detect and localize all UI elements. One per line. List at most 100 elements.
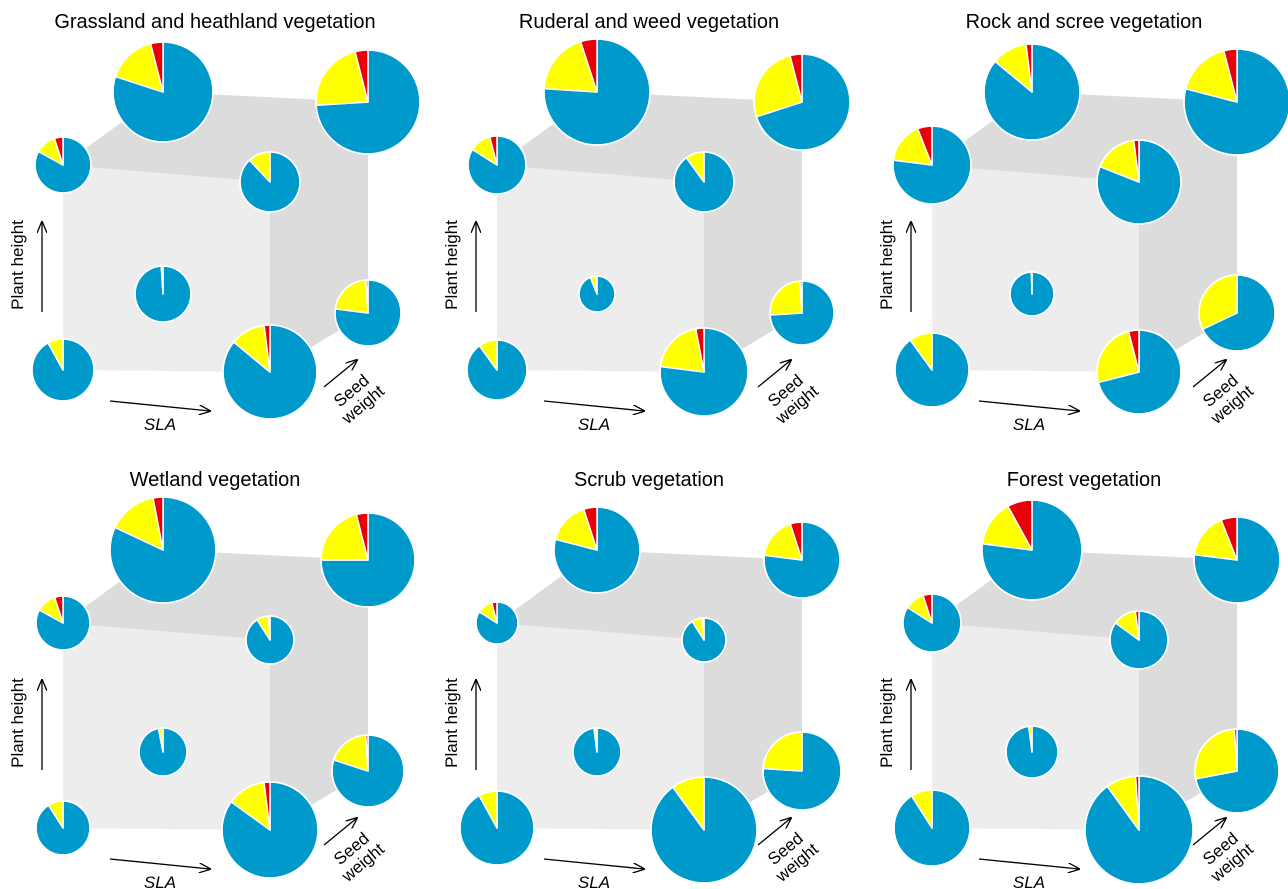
pie-outline	[762, 731, 842, 811]
panel: Grassland and heathland vegetation Plant …	[8, 11, 421, 434]
pie	[981, 499, 1083, 601]
x-label: SLA	[144, 873, 176, 889]
pie-outline	[753, 53, 851, 151]
pie-outline	[1109, 610, 1169, 670]
x-label: SLA	[578, 873, 610, 889]
pie	[320, 512, 416, 608]
pie-outline	[1194, 728, 1280, 814]
pie-outline	[459, 790, 535, 866]
pie-outline	[239, 151, 301, 213]
pie	[1109, 610, 1169, 670]
pie-outline	[681, 617, 727, 663]
pie	[753, 53, 851, 151]
pie	[1183, 48, 1288, 156]
pie-outline	[553, 506, 641, 594]
pie	[475, 601, 519, 645]
pie-outline	[221, 781, 319, 879]
pie-outline	[1096, 329, 1182, 415]
pie	[893, 789, 971, 867]
y-label: Plant height	[442, 678, 461, 768]
pie	[1198, 274, 1276, 352]
cube-face	[497, 550, 597, 828]
pie-outline	[1009, 271, 1055, 317]
pie	[112, 41, 214, 143]
panel-title: Grassland and heathland vegetation	[54, 11, 375, 33]
z-arrow	[323, 818, 357, 846]
pie	[1193, 516, 1281, 604]
pie-outline	[315, 49, 421, 155]
pie-outline	[331, 734, 405, 808]
z-arrow	[1192, 818, 1226, 846]
pie-outline	[902, 593, 962, 653]
z-label: Seedweight	[760, 826, 822, 887]
pie	[245, 615, 295, 665]
pie-outline	[467, 135, 527, 195]
pie	[138, 727, 188, 777]
x-arrow	[109, 400, 210, 411]
pie	[334, 279, 402, 347]
pie	[894, 332, 970, 408]
pie	[673, 151, 735, 213]
pie	[659, 327, 749, 417]
panel-title: Forest vegetation	[1007, 469, 1162, 491]
pie-outline	[769, 280, 835, 346]
pie	[902, 593, 962, 653]
pie-outline	[112, 41, 214, 143]
pie-outline	[543, 38, 651, 146]
y-label: Plant height	[877, 220, 896, 310]
pie-outline	[35, 595, 91, 651]
pie	[543, 38, 651, 146]
y-label: Plant height	[442, 220, 461, 310]
panel: Scrub vegetation Plant height SLA Seedweigh…	[442, 469, 842, 889]
x-label: SLA	[1013, 873, 1045, 889]
pie-outline	[34, 136, 92, 194]
pie-outline	[650, 776, 758, 884]
pie	[1009, 271, 1055, 317]
pie	[578, 275, 616, 313]
pie-outline	[1193, 516, 1281, 604]
pie-outline	[893, 789, 971, 867]
z-label: Seedweight	[326, 826, 388, 887]
panel-title: Wetland vegetation	[130, 469, 301, 491]
x-arrow	[543, 400, 644, 411]
pie-outline	[578, 275, 616, 313]
pie	[35, 595, 91, 651]
pie	[1084, 775, 1194, 885]
pie-outline	[31, 338, 95, 402]
x-label: SLA	[578, 415, 610, 434]
z-arrow	[323, 360, 357, 388]
pie	[35, 800, 91, 856]
pie-outline	[245, 615, 295, 665]
panel-title: Ruderal and weed vegetation	[519, 11, 779, 33]
panel: Rock and scree vegetation Plant height SLA…	[877, 11, 1288, 434]
pie-outline	[983, 43, 1081, 141]
pie-outline	[894, 332, 970, 408]
pie	[315, 49, 421, 155]
pie	[1194, 728, 1280, 814]
pie-outline	[659, 327, 749, 417]
pie	[222, 324, 318, 420]
pie	[34, 136, 92, 194]
pie-outline	[981, 499, 1083, 601]
x-arrow	[978, 400, 1079, 411]
pie	[459, 790, 535, 866]
pie	[221, 781, 319, 879]
pie-outline	[1084, 775, 1194, 885]
pie-outline	[109, 496, 217, 604]
pie-outline	[475, 601, 519, 645]
pie	[983, 43, 1081, 141]
panel: Ruderal and weed vegetation Plant height S…	[442, 11, 851, 434]
pie-outline	[572, 727, 622, 777]
pie	[31, 338, 95, 402]
panel: Forest vegetation Plant height SLA Seedweig…	[877, 469, 1281, 889]
x-label: SLA	[144, 415, 176, 434]
pie-outline	[134, 265, 192, 323]
z-label: Seedweight	[326, 368, 388, 429]
panel-title: Scrub vegetation	[574, 469, 724, 491]
pie	[1096, 139, 1182, 225]
panel: Wetland vegetation Plant height SLA Seedwei…	[8, 469, 416, 889]
pie	[553, 506, 641, 594]
pie-outline	[35, 800, 91, 856]
